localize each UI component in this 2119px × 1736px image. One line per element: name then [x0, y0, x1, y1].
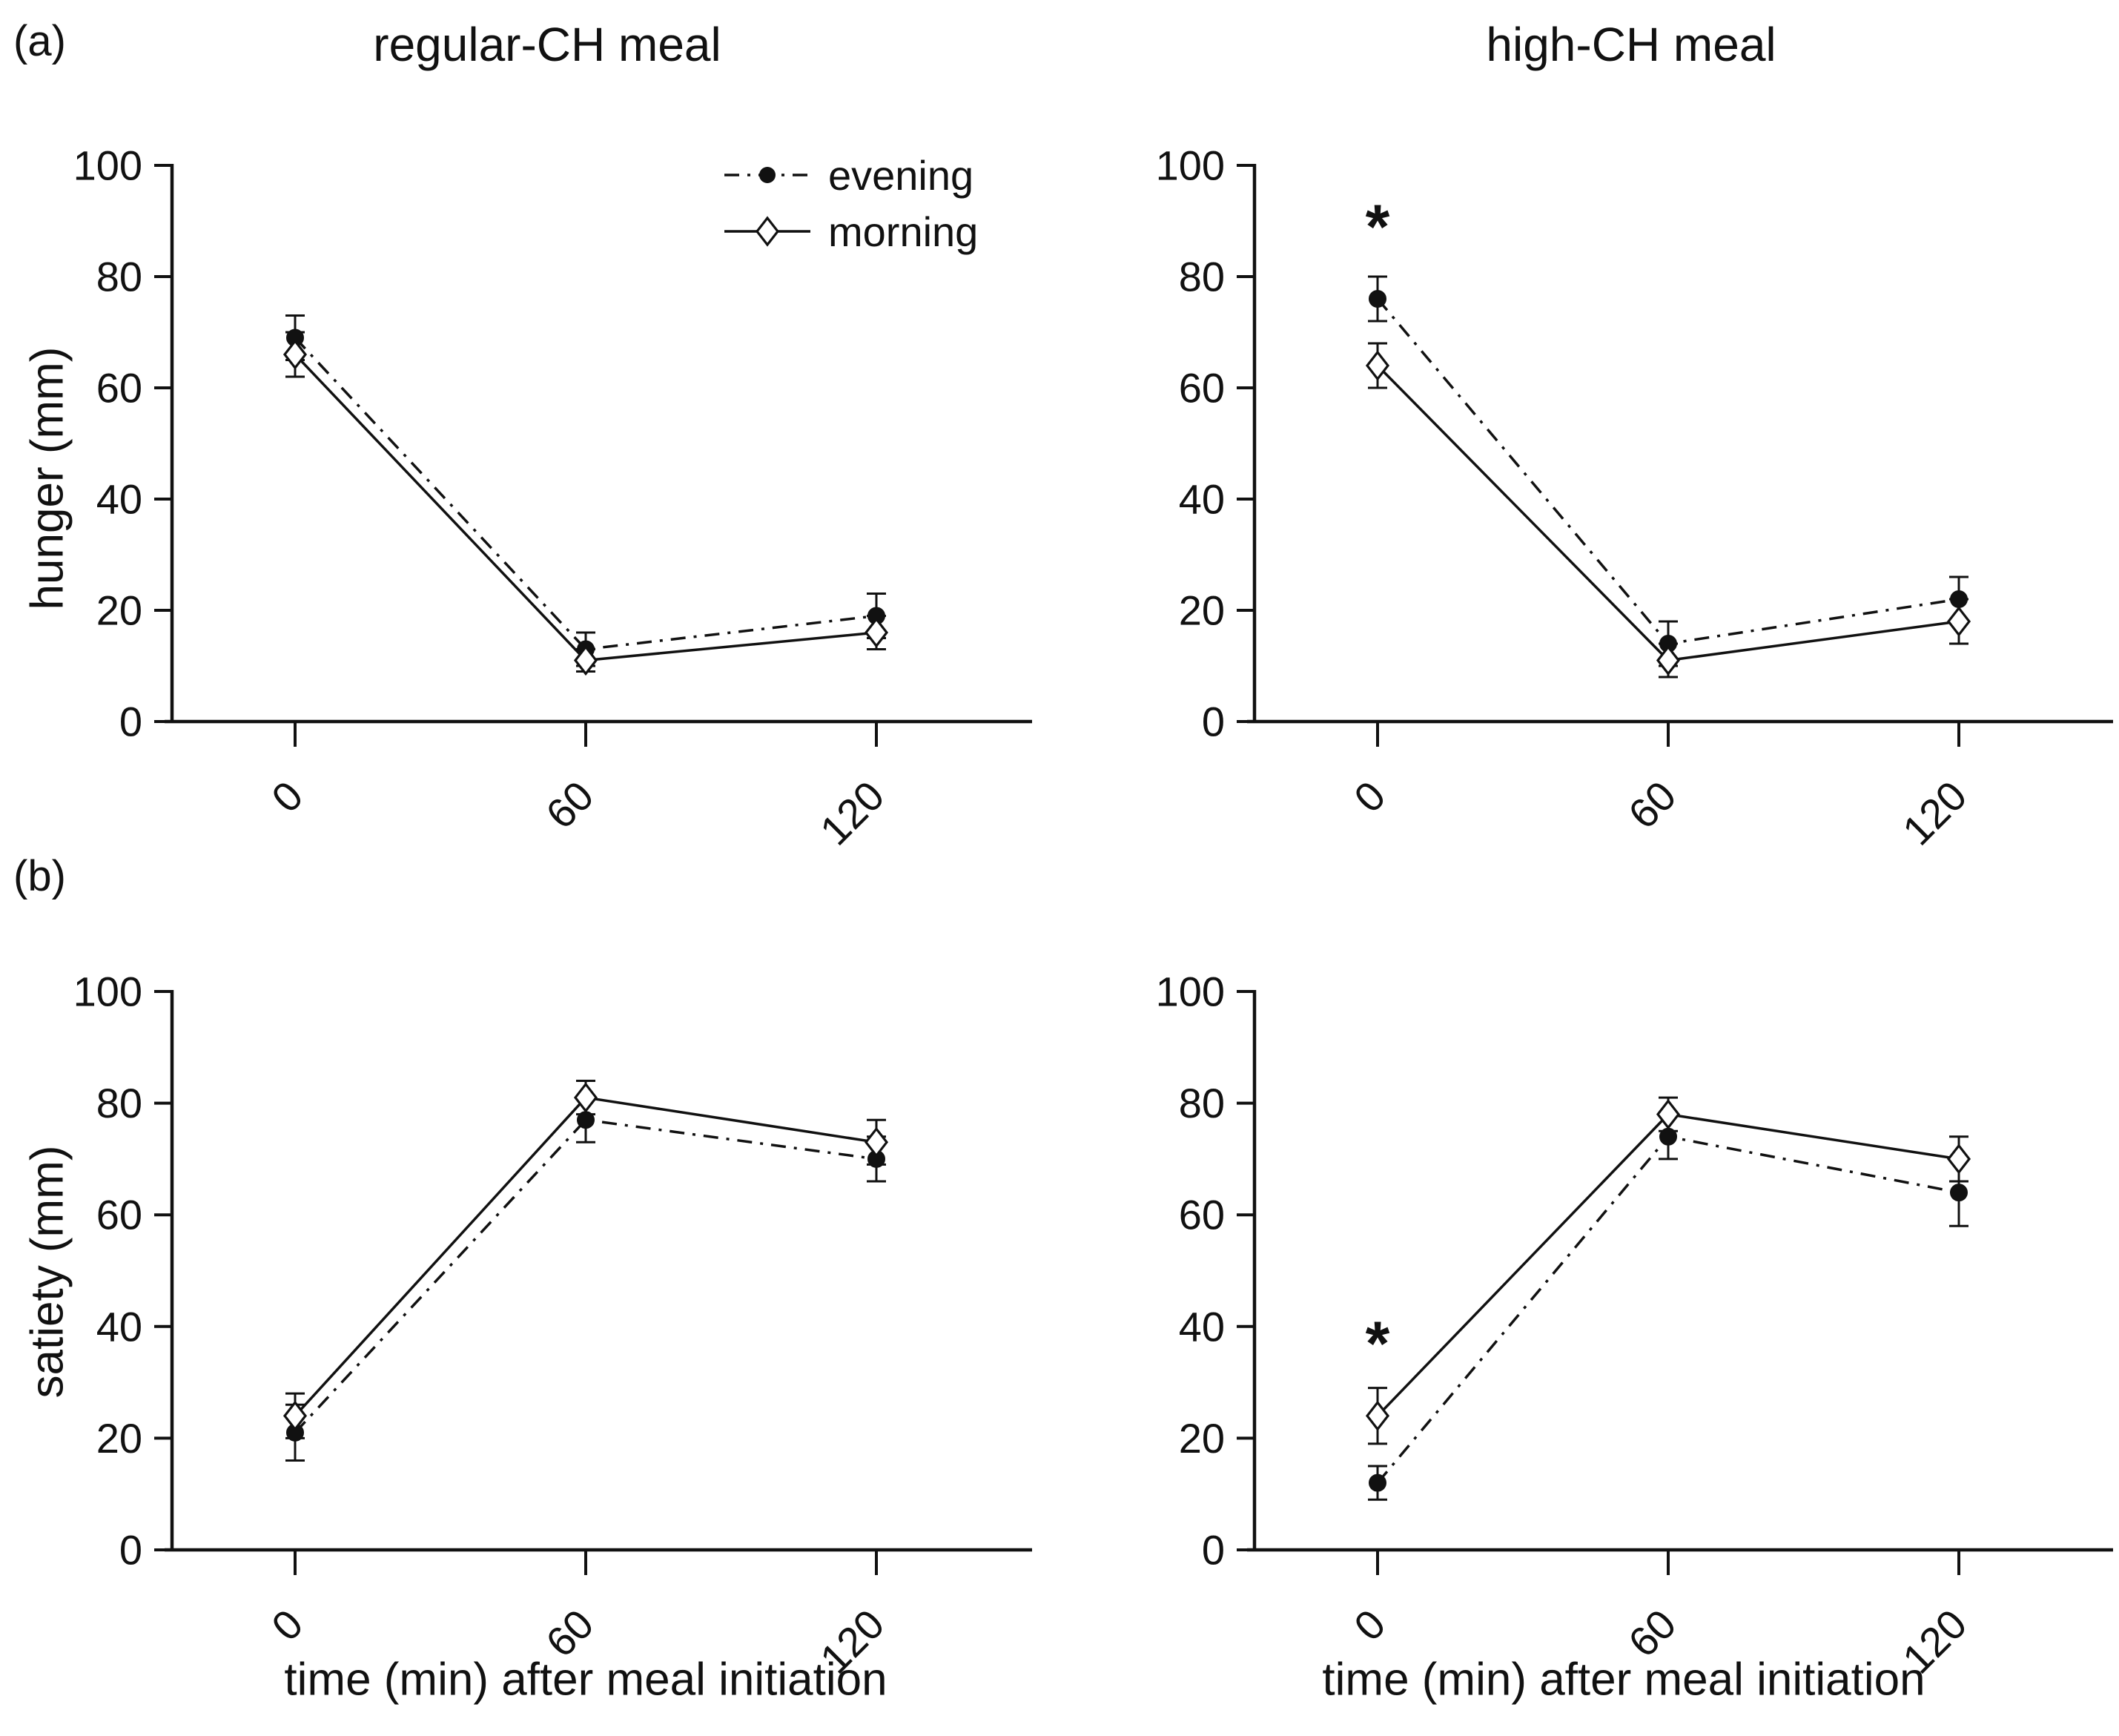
y-tick-label: 100	[1156, 142, 1225, 189]
panel-a-label: (a)	[13, 17, 66, 65]
y-tick-label: 0	[1202, 699, 1225, 745]
y-tick-label: 60	[1179, 365, 1225, 412]
data-point-morning	[1656, 1099, 1681, 1130]
x-tick-label: 120	[811, 1600, 893, 1683]
data-point-evening	[1659, 1127, 1677, 1146]
y-tick-label: 60	[96, 1192, 142, 1238]
series-line-evening	[1376, 297, 1960, 645]
y-tick-label: 80	[96, 1080, 142, 1126]
legend-item-evening: evening	[723, 148, 978, 202]
series-line-evening	[294, 1118, 877, 1434]
y-tick-label: 40	[1179, 476, 1225, 523]
y-tick-label: 100	[73, 142, 142, 189]
legend-item-morning: morning	[723, 205, 978, 258]
legend-label-morning: morning	[828, 208, 979, 255]
x-axis-label-right: time (min) after meal initiation	[1322, 1654, 1925, 1706]
data-point-morning	[282, 339, 308, 370]
y-tick-label: 60	[1179, 1192, 1225, 1238]
series-line-evening	[1376, 1135, 1960, 1484]
legend: evening morning	[723, 148, 978, 258]
x-tick-label: 120	[811, 772, 893, 854]
data-point-evening	[1950, 590, 1968, 608]
column-title-regular-ch: regular-CH meal	[373, 18, 721, 71]
x-tick-label: 120	[1894, 772, 1976, 854]
x-tick-label: 60	[1619, 772, 1685, 838]
y-tick-label: 20	[96, 587, 142, 634]
y-tick-label: 80	[1179, 1080, 1225, 1126]
y-tick-label: 0	[1202, 1527, 1225, 1574]
open-diamond-legend-swatch-icon	[724, 216, 810, 247]
data-point-morning	[1946, 606, 1971, 637]
x-tick-label: 60	[537, 772, 603, 838]
x-tick-label: 0	[262, 1600, 312, 1650]
data-point-morning	[1656, 644, 1681, 676]
x-tick-label: 0	[1345, 772, 1395, 822]
data-point-evening	[1369, 1473, 1386, 1492]
y-tick-label: 0	[119, 1527, 142, 1574]
y-tick-label: 40	[96, 1303, 142, 1350]
panel-b-label: (b)	[13, 852, 66, 900]
series-line-morning	[1376, 364, 1960, 662]
x-tick-label: 60	[1619, 1600, 1685, 1666]
data-point-evening	[577, 1111, 595, 1129]
y-tick-label: 0	[119, 699, 142, 745]
data-point-evening	[1369, 290, 1386, 308]
y-tick-label: 100	[1156, 968, 1225, 1015]
y-tick-label: 100	[73, 968, 142, 1015]
data-point-morning	[864, 1126, 889, 1158]
column-title-high-ch: high-CH meal	[1486, 18, 1776, 71]
significance-asterisk: *	[1366, 192, 1390, 262]
series-line-evening	[294, 337, 877, 651]
y-tick-label: 20	[96, 1415, 142, 1462]
y-tick-label: 40	[1179, 1303, 1225, 1350]
data-point-evening	[1950, 1184, 1968, 1202]
x-tick-label: 0	[1345, 1600, 1395, 1650]
series-line-morning	[294, 1096, 877, 1417]
y-tick-label: 60	[96, 365, 142, 412]
y-tick-label: 20	[1179, 1415, 1225, 1462]
data-point-morning	[282, 1400, 308, 1431]
y-tick-label: 20	[1179, 587, 1225, 634]
data-point-morning	[1946, 1143, 1971, 1175]
x-tick-label: 0	[262, 772, 312, 822]
y-tick-label: 80	[96, 254, 142, 300]
legend-label-evening: evening	[828, 151, 974, 199]
data-point-morning	[573, 644, 598, 676]
data-point-morning	[1365, 1400, 1390, 1431]
significance-asterisk: *	[1366, 1308, 1390, 1378]
x-tick-label: 60	[537, 1600, 603, 1666]
y-tick-label: 40	[96, 476, 142, 523]
data-point-morning	[573, 1082, 598, 1113]
x-axis-label-left: time (min) after meal initiation	[284, 1654, 887, 1706]
y-tick-label: 80	[1179, 254, 1225, 300]
series-line-morning	[294, 353, 877, 662]
x-tick-label: 120	[1894, 1600, 1976, 1683]
data-point-morning	[1365, 350, 1390, 381]
filled-circle-legend-swatch-icon	[724, 167, 810, 183]
data-point-morning	[864, 617, 889, 648]
